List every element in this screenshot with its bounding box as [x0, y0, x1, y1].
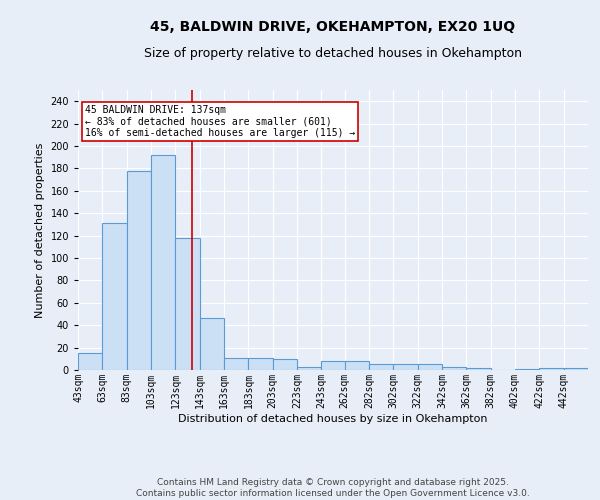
Y-axis label: Number of detached properties: Number of detached properties [35, 142, 45, 318]
Bar [539, 368, 563, 370]
Bar [200, 318, 224, 370]
Text: 45, BALDWIN DRIVE, OKEHAMPTON, EX20 1UQ: 45, BALDWIN DRIVE, OKEHAMPTON, EX20 1UQ [151, 20, 515, 34]
Bar [78, 353, 103, 370]
Bar [127, 170, 151, 370]
Bar [369, 364, 393, 370]
Bar [344, 361, 369, 370]
Bar [224, 358, 248, 370]
Bar [515, 369, 539, 370]
Bar [418, 364, 442, 370]
Text: 45 BALDWIN DRIVE: 137sqm
← 83% of detached houses are smaller (601)
16% of semi-: 45 BALDWIN DRIVE: 137sqm ← 83% of detach… [85, 104, 356, 138]
Bar [322, 361, 346, 370]
Bar [466, 368, 491, 370]
X-axis label: Distribution of detached houses by size in Okehampton: Distribution of detached houses by size … [178, 414, 488, 424]
Bar [103, 224, 127, 370]
Text: Contains HM Land Registry data © Crown copyright and database right 2025.
Contai: Contains HM Land Registry data © Crown c… [136, 478, 530, 498]
Bar [175, 238, 200, 370]
Bar [248, 358, 273, 370]
Bar [393, 364, 418, 370]
Bar [297, 366, 322, 370]
Bar [273, 359, 297, 370]
Text: Size of property relative to detached houses in Okehampton: Size of property relative to detached ho… [144, 48, 522, 60]
Bar [151, 155, 175, 370]
Bar [563, 368, 588, 370]
Bar [442, 366, 466, 370]
